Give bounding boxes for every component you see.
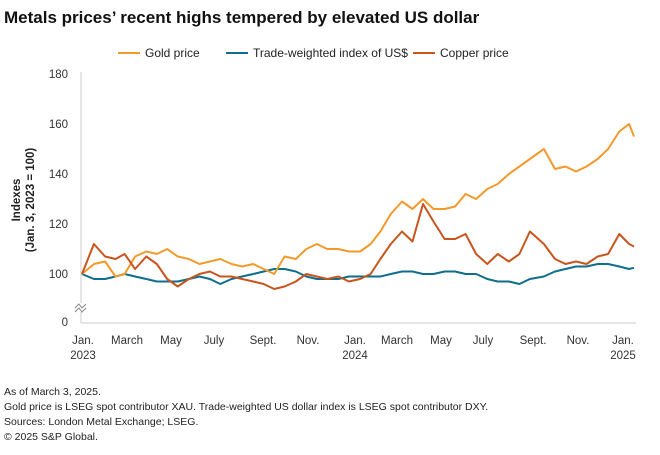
x-tick-label: Jan. [72,335,94,347]
legend-label-copper: Copper price [440,46,509,60]
legend-swatch-gold [118,52,140,54]
x-tick-year: 2023 [70,350,96,362]
legend-label-gold: Gold price [145,46,200,60]
plot-area: Indexes (Jan. 3, 2023 = 100) 0 100 120 140 1… [11,69,636,362]
legend-item-dollar: Trade-weighted index of US$ [226,46,408,60]
y-axis-label-line1: Indexes [11,179,23,222]
note-definitions: Gold price is LSEG spot contributor XAU.… [4,401,489,413]
chart-title: Metals prices’ recent highs tempered by … [4,8,480,27]
x-tick-label: March [111,335,143,347]
note-sources: Sources: London Metal Exchange; LSEG. [4,416,199,428]
y-tick-label: 160 [49,119,68,131]
x-tick-label: July [204,335,225,347]
x-tick-label: July [473,335,494,347]
legend-item-gold: Gold price [118,46,200,60]
note-copyright: © 2025 S&P Global. [4,431,98,443]
footnotes: As of March 3, 2025. Gold price is LSEG … [4,385,488,445]
x-tick-label: Sept. [520,335,547,347]
x-tick-year: 2024 [342,350,368,362]
x-tick-year: 2025 [610,350,636,362]
y-tick-label: 100 [49,269,68,281]
x-tick-label: March [381,335,413,347]
y-tick-label: 120 [49,219,68,231]
x-tick-label: Sept. [250,335,277,347]
series-line-copper [81,203,635,290]
x-tick-label: Nov. [567,335,590,347]
x-tick-label: Jan. [612,335,634,347]
y-tick-label: 0 [62,317,68,329]
legend-item-copper: Copper price [413,46,509,60]
y-tick-label: 180 [49,69,68,81]
legend-label-dollar: Trade-weighted index of US$ [253,46,408,60]
series-line-dollar [81,263,635,285]
x-tick-label: May [430,335,452,347]
series-line-gold [81,123,635,278]
y-tick-label: 140 [49,169,68,181]
axis-break-icon [74,303,88,313]
x-tick-label: Jan. [344,335,366,347]
y-axis-label-line2: (Jan. 3, 2023 = 100) [25,148,37,253]
x-tick-label: May [160,335,182,347]
x-tick-label: Nov. [297,335,320,347]
note-as-of: As of March 3, 2025. [4,386,101,398]
legend-swatch-copper [413,52,435,54]
legend-swatch-dollar [226,52,248,54]
